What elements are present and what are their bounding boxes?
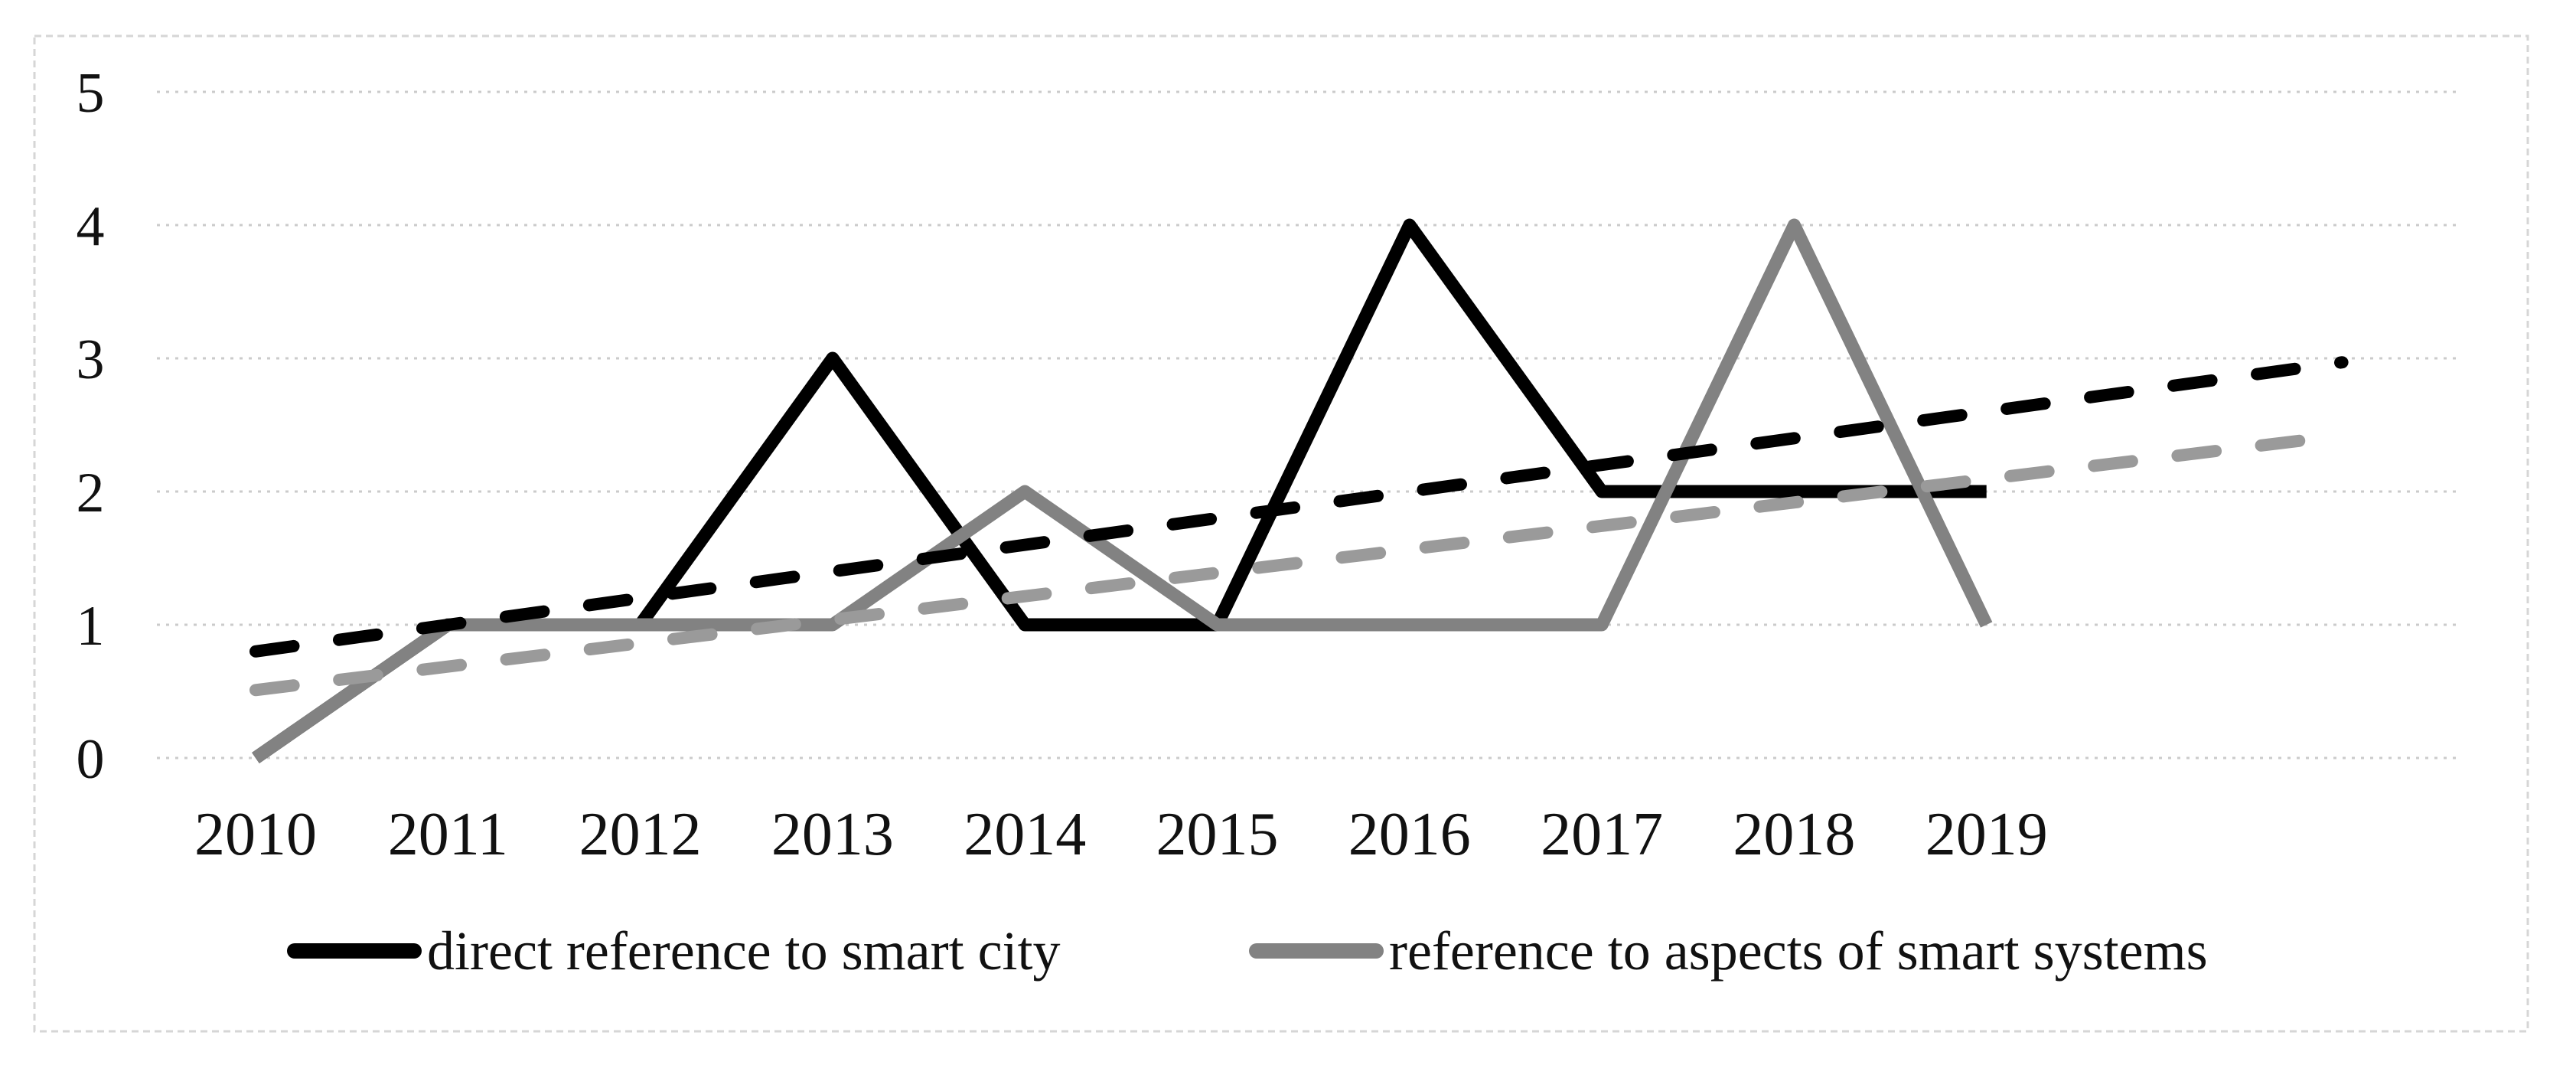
trendline-reference-to-aspects-of-smart-systems: [249, 429, 2349, 697]
legend-label-reference-to-aspects-of-smart-systems: reference to aspects of smart systems: [1389, 920, 2208, 982]
x-tick-label-2017: 2017: [1541, 801, 1663, 868]
y-tick-label-5: 5: [77, 62, 105, 125]
x-tick-label-2019: 2019: [1925, 801, 2048, 868]
y-tick-label-4: 4: [77, 195, 105, 258]
y-tick-label-2: 2: [77, 462, 105, 524]
legend-label-direct-reference-to-smart-city: direct reference to smart city: [427, 920, 1061, 982]
y-tick-label-1: 1: [77, 595, 105, 658]
x-tick-label-2018: 2018: [1733, 801, 1855, 868]
y-tick-label-3: 3: [77, 328, 105, 391]
x-tick-label-2013: 2013: [771, 801, 894, 868]
x-tick-label-2016: 2016: [1348, 801, 1471, 868]
y-tick-label-0: 0: [77, 728, 105, 791]
x-tick-label-2010: 2010: [194, 801, 317, 868]
x-tick-label-2012: 2012: [579, 801, 702, 868]
x-tick-label-2014: 2014: [964, 801, 1086, 868]
x-tick-label-2011: 2011: [388, 801, 508, 868]
trendline-direct-reference-to-smart-city: [249, 356, 2349, 658]
x-tick-label-2015: 2015: [1156, 801, 1279, 868]
series-line-reference-to-aspects-of-smart-systems: [252, 218, 1993, 763]
figure-border: [33, 34, 2529, 1033]
